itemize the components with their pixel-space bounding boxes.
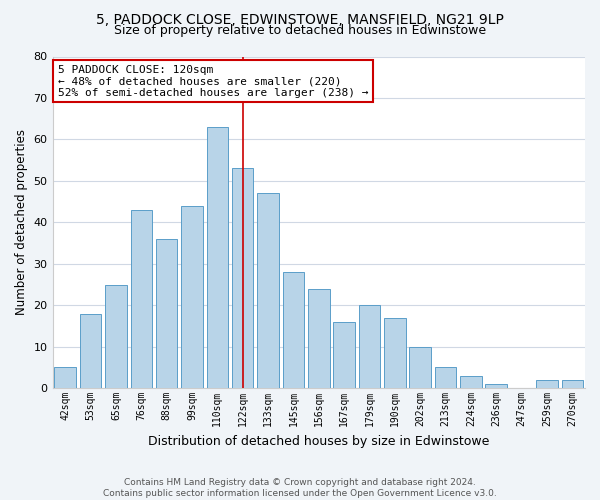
- Bar: [131, 210, 152, 388]
- Bar: [435, 368, 457, 388]
- Bar: [485, 384, 507, 388]
- Bar: [562, 380, 583, 388]
- Bar: [156, 239, 178, 388]
- Y-axis label: Number of detached properties: Number of detached properties: [15, 130, 28, 316]
- Bar: [460, 376, 482, 388]
- Text: Size of property relative to detached houses in Edwinstowe: Size of property relative to detached ho…: [114, 24, 486, 37]
- Text: Contains HM Land Registry data © Crown copyright and database right 2024.
Contai: Contains HM Land Registry data © Crown c…: [103, 478, 497, 498]
- Bar: [384, 318, 406, 388]
- Bar: [181, 206, 203, 388]
- Text: 5, PADDOCK CLOSE, EDWINSTOWE, MANSFIELD, NG21 9LP: 5, PADDOCK CLOSE, EDWINSTOWE, MANSFIELD,…: [96, 12, 504, 26]
- Bar: [206, 127, 228, 388]
- Bar: [409, 346, 431, 388]
- Text: 5 PADDOCK CLOSE: 120sqm
← 48% of detached houses are smaller (220)
52% of semi-d: 5 PADDOCK CLOSE: 120sqm ← 48% of detache…: [58, 65, 368, 98]
- Bar: [105, 284, 127, 388]
- Bar: [308, 288, 329, 388]
- Bar: [80, 314, 101, 388]
- Bar: [55, 368, 76, 388]
- Bar: [257, 194, 279, 388]
- Bar: [232, 168, 253, 388]
- Bar: [283, 272, 304, 388]
- Bar: [334, 322, 355, 388]
- Bar: [536, 380, 558, 388]
- Bar: [359, 305, 380, 388]
- X-axis label: Distribution of detached houses by size in Edwinstowe: Distribution of detached houses by size …: [148, 434, 490, 448]
